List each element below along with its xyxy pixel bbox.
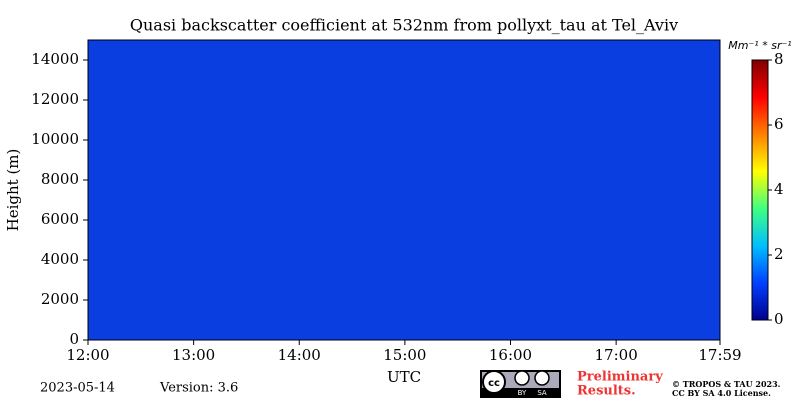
colorbar-tick-label: 4 (774, 180, 784, 198)
y-tick-label: 6000 (41, 210, 79, 228)
x-tick-label: 16:00 (489, 346, 532, 364)
y-tick-label: 12000 (31, 90, 79, 108)
badge-cc-circle (482, 370, 506, 394)
x-tick-label: 17:59 (698, 346, 741, 364)
notice-line: Results. (577, 384, 636, 399)
license-line: CC BY SA 4.0 License. (672, 388, 771, 398)
badge-cc: cc (488, 378, 500, 389)
plot-frame (87, 39, 721, 341)
colorbar-tick-label: 6 (774, 115, 784, 133)
colorbar-label: Mm⁻¹ * sr⁻¹ (728, 39, 791, 52)
colorbar-tick-label: 8 (774, 50, 784, 68)
y-tick-label: 10000 (31, 130, 79, 148)
badge-sa-circle (534, 370, 550, 386)
x-tick-label: 14:00 (278, 346, 321, 364)
license-badge: cc BY SA (480, 370, 561, 398)
notice-line: Preliminary (577, 370, 663, 385)
y-tick-label: 2000 (41, 290, 79, 308)
colorbar (751, 59, 769, 321)
x-tick-label: 13:00 (172, 346, 215, 364)
chart-title: Quasi backscatter coefficient at 532nm f… (130, 16, 678, 35)
x-axis-label: UTC (387, 368, 421, 386)
heatmap-field (88, 40, 720, 340)
y-tick-label: 8000 (41, 170, 79, 188)
footer-version: Version: 3.6 (159, 381, 238, 396)
license-line: © TROPOS & TAU 2023. (672, 379, 781, 389)
x-tick-label: 15:00 (383, 346, 426, 364)
y-tick-label: 14000 (31, 50, 79, 68)
y-tick-label: 4000 (41, 250, 79, 268)
badge-sa: SA (537, 389, 547, 397)
x-tick-label: 17:00 (595, 346, 638, 364)
colorbar-tick-label: 0 (774, 310, 784, 328)
badge-by: BY (518, 389, 527, 397)
x-tick-label: 12:00 (66, 346, 109, 364)
colorbar-tick-label: 2 (774, 245, 784, 263)
y-tick-label: 0 (69, 330, 79, 348)
badge-by-circle (514, 370, 530, 386)
footer-date: 2023-05-14 (40, 381, 115, 396)
y-axis-label: Height (m) (4, 149, 22, 232)
